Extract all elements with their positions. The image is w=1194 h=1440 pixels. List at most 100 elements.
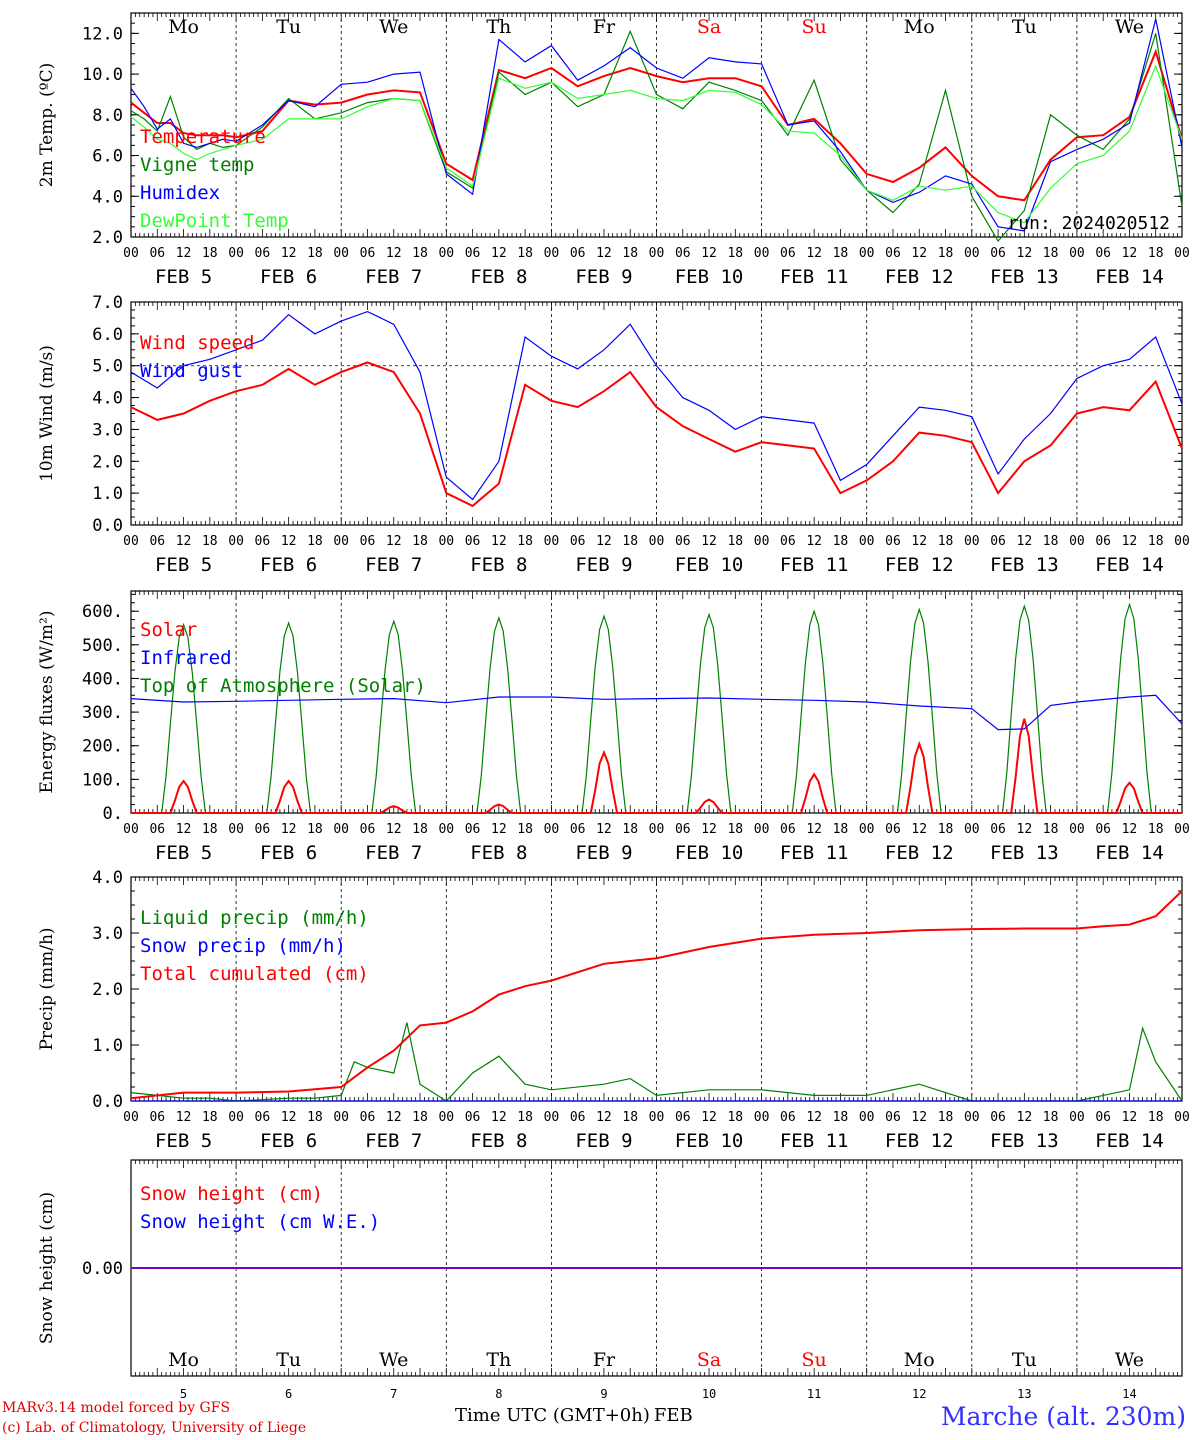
- hour-tick-label: 00: [228, 822, 244, 837]
- legend-entry: Snow precip (mm/h): [140, 935, 346, 957]
- date-label: FEB 6: [260, 842, 317, 864]
- y-tick-label: 6.0: [92, 147, 123, 167]
- hour-tick-label: 00: [228, 534, 244, 549]
- panel-frame: [130, 301, 1183, 526]
- y-axis-label: 2m Temp. (ºC): [37, 63, 57, 188]
- date-label: FEB 12: [885, 1130, 954, 1152]
- hour-tick-label: 06: [465, 822, 481, 837]
- y-tick-label: 200.: [82, 737, 123, 757]
- hour-tick-label: 12: [281, 822, 297, 837]
- day-name-label: Mo: [168, 16, 199, 38]
- hour-tick-label: 00: [1174, 822, 1190, 837]
- legend-entry: Snow height (cm W.E.): [140, 1211, 380, 1233]
- hour-tick-label: 00: [1174, 246, 1190, 261]
- legend-entry: Wind gust: [140, 360, 243, 382]
- hour-tick-label: 00: [438, 246, 454, 261]
- hour-tick-label: 18: [833, 822, 849, 837]
- hour-tick-label: 00: [544, 1110, 560, 1125]
- hour-tick-label: 06: [885, 1110, 901, 1125]
- legend-entry: Humidex: [140, 182, 220, 204]
- hour-tick-label: 18: [412, 822, 428, 837]
- hour-tick-label: 00: [123, 246, 139, 261]
- legend-entry: Vigne temp: [140, 154, 254, 176]
- day-name-label: Tu: [1012, 1349, 1037, 1371]
- hour-tick-label: 06: [990, 822, 1006, 837]
- date-label: FEB 14: [1095, 842, 1164, 864]
- hour-tick-label: 18: [307, 822, 323, 837]
- hour-tick-label: 12: [176, 246, 192, 261]
- hour-tick-label: 06: [360, 822, 376, 837]
- panel-energy: 0. 100. 200. 300. 400. 500. 600. Energy fluxes …: [37, 590, 1190, 864]
- hour-tick-label: 06: [465, 1110, 481, 1125]
- panel-temp: 2.0 4.0 6.0 8.0 10.0 12.0 2m Temp. (ºC) Tempera…: [37, 12, 1190, 288]
- hour-tick-label: 18: [1043, 1110, 1059, 1125]
- day-name-label: Sa: [697, 1349, 721, 1371]
- date-label: FEB 9: [575, 842, 632, 864]
- hour-tick-label: 06: [255, 822, 271, 837]
- hour-tick-label: 18: [1043, 246, 1059, 261]
- date-label: FEB 8: [470, 1130, 527, 1152]
- hour-tick-label: 12: [596, 246, 612, 261]
- hour-tick-label: 00: [1069, 534, 1085, 549]
- day-name-label: Tu: [276, 16, 301, 38]
- hour-tick-label: 18: [1148, 246, 1164, 261]
- hour-tick-label: 12: [491, 1110, 507, 1125]
- y-tick-label: 100.: [82, 770, 123, 790]
- date-label: FEB 13: [990, 842, 1059, 864]
- hour-tick-label: 12: [911, 822, 927, 837]
- hour-tick-label: 00: [754, 1110, 770, 1125]
- hour-tick-label: 00: [544, 246, 560, 261]
- hour-tick-label: 06: [255, 1110, 271, 1125]
- hour-tick-label: 18: [202, 246, 218, 261]
- date-label: FEB 10: [675, 842, 744, 864]
- legend-entry: Snow height (cm): [140, 1183, 323, 1205]
- hour-tick-label: 12: [1122, 246, 1138, 261]
- hour-tick-label: 18: [622, 246, 638, 261]
- hour-tick-label: 18: [938, 1110, 954, 1125]
- hour-tick-label: 18: [622, 534, 638, 549]
- hour-tick-label: 18: [833, 534, 849, 549]
- date-label: FEB 7: [365, 266, 422, 288]
- panel-frame: [130, 12, 1183, 238]
- date-label: FEB 6: [260, 554, 317, 576]
- hour-tick-label: 06: [1095, 534, 1111, 549]
- station-label: Marche (alt. 230m): [940, 1402, 1186, 1431]
- hour-tick-label: 12: [386, 246, 402, 261]
- hour-tick-label: 12: [281, 534, 297, 549]
- hour-tick-label: 18: [727, 246, 743, 261]
- hour-tick-label: 06: [465, 246, 481, 261]
- hour-tick-label: 00: [964, 534, 980, 549]
- y-tick-label: 1.0: [92, 484, 123, 504]
- day-name-label: Th: [486, 1349, 511, 1371]
- series-line: [130, 18, 1183, 232]
- hour-tick-label: 00: [333, 246, 349, 261]
- hour-tick-label: 06: [780, 246, 796, 261]
- y-axis-label: Energy fluxes (W/m²): [37, 611, 57, 794]
- date-label: FEB 11: [780, 1130, 849, 1152]
- bottom-date-label: 9: [600, 1387, 607, 1401]
- legend-entry: Temperature: [140, 126, 266, 148]
- x-axis-title: Time UTC (GMT+0h) FEB: [455, 1405, 693, 1426]
- hour-tick-label: 12: [1122, 822, 1138, 837]
- date-label: FEB 13: [990, 554, 1059, 576]
- hour-tick-label: 18: [833, 1110, 849, 1125]
- panel-snow: 0.00 Snow height (cm) Snow height (cm) Snow…: [37, 1159, 1183, 1401]
- date-label: FEB 10: [675, 554, 744, 576]
- date-label: FEB 14: [1095, 266, 1164, 288]
- hour-tick-label: 00: [1069, 1110, 1085, 1125]
- date-label: FEB 14: [1095, 554, 1164, 576]
- date-label: FEB 6: [260, 1130, 317, 1152]
- y-tick-label: 5.0: [92, 357, 123, 377]
- hour-tick-label: 12: [491, 246, 507, 261]
- hour-tick-label: 18: [1043, 534, 1059, 549]
- hour-tick-label: 12: [911, 534, 927, 549]
- y-tick-label: 400.: [82, 669, 123, 689]
- hour-tick-label: 12: [911, 246, 927, 261]
- y-tick-label: 8.0: [92, 106, 123, 126]
- hour-tick-label: 18: [202, 534, 218, 549]
- hour-tick-label: 06: [149, 534, 165, 549]
- day-name-label: Fr: [593, 1349, 616, 1371]
- y-tick-label: 300.: [82, 703, 123, 723]
- y-axis-label: Snow height (cm): [37, 1192, 57, 1344]
- hour-tick-label: 00: [754, 822, 770, 837]
